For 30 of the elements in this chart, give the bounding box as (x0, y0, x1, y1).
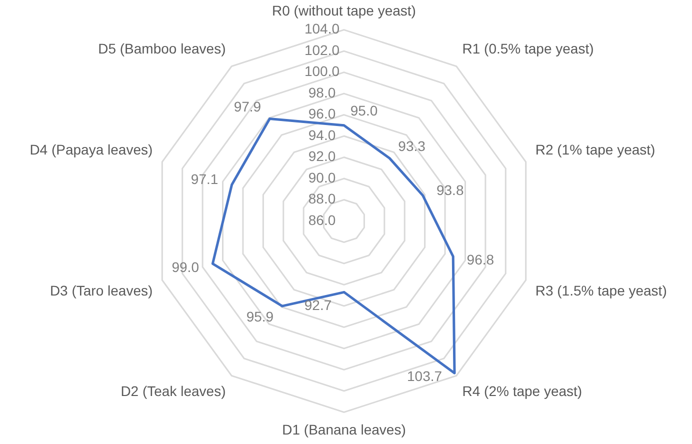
y-tick-label: 92.0 (308, 148, 336, 164)
data-label: 99.0 (172, 258, 200, 275)
spoke-label: D5 (Bamboo leaves) (98, 40, 226, 57)
data-label: 103.7 (406, 368, 442, 384)
spoke-label: D3 (Taro leaves) (50, 282, 153, 298)
data-label: 97.9 (234, 98, 262, 114)
spoke-label: R1 (0.5% tape yeast) (462, 40, 594, 57)
data-label: 92.7 (304, 297, 332, 314)
spoke-label: R3 (1.5% tape yeast) (535, 282, 667, 298)
data-label: 93.8 (436, 182, 464, 198)
y-tick-label: 90.0 (308, 169, 336, 186)
spoke-label: R0 (without tape yeast) (272, 2, 416, 18)
data-label: 97.1 (190, 171, 218, 188)
y-tick-label: 86.0 (308, 212, 336, 228)
y-tick-label: 100.0 (304, 63, 340, 80)
data-label: 96.8 (466, 252, 494, 268)
data-label: 93.3 (398, 138, 426, 154)
y-tick-label: 98.0 (308, 84, 336, 100)
spoke-label: D4 (Papaya leaves) (30, 141, 153, 158)
spoke-label: R2 (1% tape yeast) (535, 141, 656, 158)
y-tick-label: 94.0 (308, 126, 336, 143)
data-label: 95.9 (246, 308, 274, 324)
spoke-label: R4 (2% tape yeast) (462, 383, 582, 400)
spoke-label: D2 (Teak leaves) (120, 383, 226, 400)
spoke-label: D1 (Banana leaves) (282, 421, 406, 438)
y-tick-label: 96.0 (308, 106, 336, 122)
y-tick-label: 88.0 (308, 190, 336, 207)
data-label: 95.0 (350, 102, 378, 118)
y-tick-label: 104.0 (304, 20, 340, 37)
y-tick-label: 102.0 (304, 42, 340, 58)
